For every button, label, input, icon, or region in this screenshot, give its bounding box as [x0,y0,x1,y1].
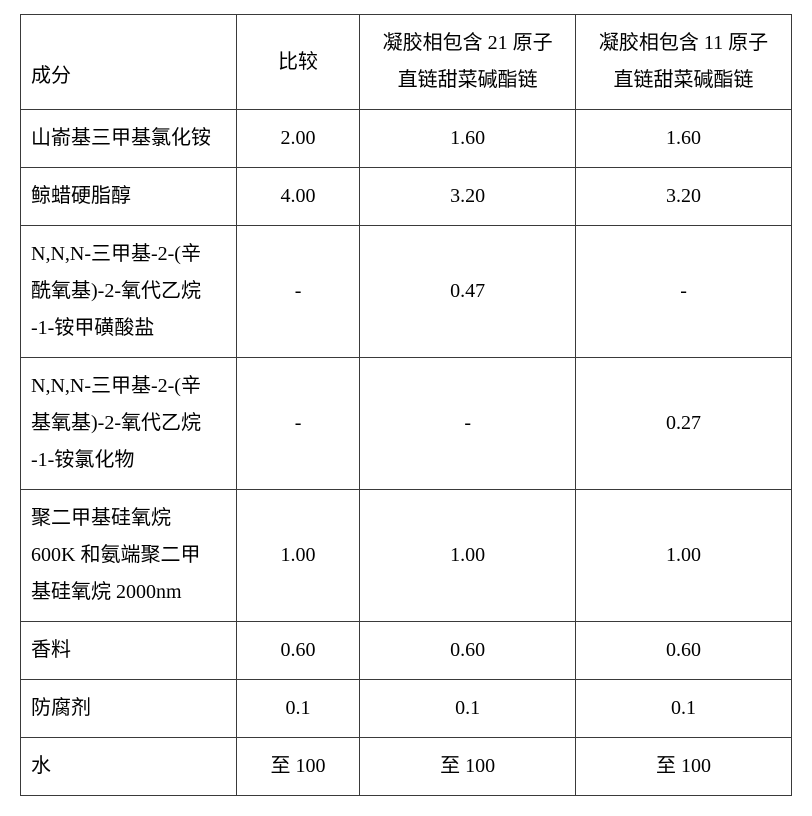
ingredient-line: N,N,N-三甲基-2-(辛 [31,236,228,273]
gel11-cell: 1.60 [576,110,792,168]
gel21-cell: 1.00 [360,490,576,622]
gel11-cell: 0.60 [576,622,792,680]
gel11-cell: 1.00 [576,490,792,622]
gel21-cell: 3.20 [360,168,576,226]
gel21-cell: 至 100 [360,738,576,796]
table-row: 聚二甲基硅氧烷 600K 和氨端聚二甲 基硅氧烷 2000nm 1.00 1.0… [21,490,792,622]
composition-table: 成分 比较 凝胶相包含 21 原子 直链甜菜碱酯链 凝胶相包含 11 原子 直链… [20,14,792,796]
gel21-cell: 1.60 [360,110,576,168]
ingredient-line: N,N,N-三甲基-2-(辛 [31,368,228,405]
table-header-row: 成分 比较 凝胶相包含 21 原子 直链甜菜碱酯链 凝胶相包含 11 原子 直链… [21,15,792,110]
gel11-cell: 至 100 [576,738,792,796]
comparison-cell: - [236,226,359,358]
comparison-cell: 4.00 [236,168,359,226]
header-comparison: 比较 [236,15,359,110]
table-row: 山嵛基三甲基氯化铵 2.00 1.60 1.60 [21,110,792,168]
header-gel21-line1: 凝胶相包含 21 原子 [368,25,567,62]
header-ingredient: 成分 [21,15,237,110]
comparison-cell: 至 100 [236,738,359,796]
gel11-cell: 0.27 [576,358,792,490]
table-row: 防腐剂 0.1 0.1 0.1 [21,680,792,738]
gel21-cell: 0.47 [360,226,576,358]
header-gel11-line1: 凝胶相包含 11 原子 [584,25,783,62]
gel21-cell: 0.60 [360,622,576,680]
ingredient-cell: 鲸蜡硬脂醇 [21,168,237,226]
ingredient-cell: 防腐剂 [21,680,237,738]
header-gel21-line2: 直链甜菜碱酯链 [368,62,567,99]
header-gel21: 凝胶相包含 21 原子 直链甜菜碱酯链 [360,15,576,110]
ingredient-cell: 水 [21,738,237,796]
comparison-cell: 1.00 [236,490,359,622]
ingredient-cell: N,N,N-三甲基-2-(辛 基氧基)-2-氧代乙烷 -1-铵氯化物 [21,358,237,490]
ingredient-cell: 香料 [21,622,237,680]
comparison-cell: - [236,358,359,490]
gel21-cell: 0.1 [360,680,576,738]
gel11-cell: 0.1 [576,680,792,738]
ingredient-line: 酰氧基)-2-氧代乙烷 [31,273,228,310]
gel21-cell: - [360,358,576,490]
comparison-cell: 0.1 [236,680,359,738]
header-gel11-line2: 直链甜菜碱酯链 [584,62,783,99]
ingredient-cell: 山嵛基三甲基氯化铵 [21,110,237,168]
table-row: 鲸蜡硬脂醇 4.00 3.20 3.20 [21,168,792,226]
table-row: N,N,N-三甲基-2-(辛 酰氧基)-2-氧代乙烷 -1-铵甲磺酸盐 - 0.… [21,226,792,358]
comparison-cell: 2.00 [236,110,359,168]
ingredient-line: 基硅氧烷 2000nm [31,574,228,611]
ingredient-cell: N,N,N-三甲基-2-(辛 酰氧基)-2-氧代乙烷 -1-铵甲磺酸盐 [21,226,237,358]
ingredient-line: 基氧基)-2-氧代乙烷 [31,405,228,442]
table-row: 香料 0.60 0.60 0.60 [21,622,792,680]
gel11-cell: 3.20 [576,168,792,226]
ingredient-line: -1-铵氯化物 [31,442,228,479]
gel11-cell: - [576,226,792,358]
ingredient-cell: 聚二甲基硅氧烷 600K 和氨端聚二甲 基硅氧烷 2000nm [21,490,237,622]
table-row: N,N,N-三甲基-2-(辛 基氧基)-2-氧代乙烷 -1-铵氯化物 - - 0… [21,358,792,490]
ingredient-line: 600K 和氨端聚二甲 [31,537,228,574]
ingredient-line: 聚二甲基硅氧烷 [31,500,228,537]
ingredient-line: -1-铵甲磺酸盐 [31,310,228,347]
header-gel11: 凝胶相包含 11 原子 直链甜菜碱酯链 [576,15,792,110]
table-row: 水 至 100 至 100 至 100 [21,738,792,796]
comparison-cell: 0.60 [236,622,359,680]
